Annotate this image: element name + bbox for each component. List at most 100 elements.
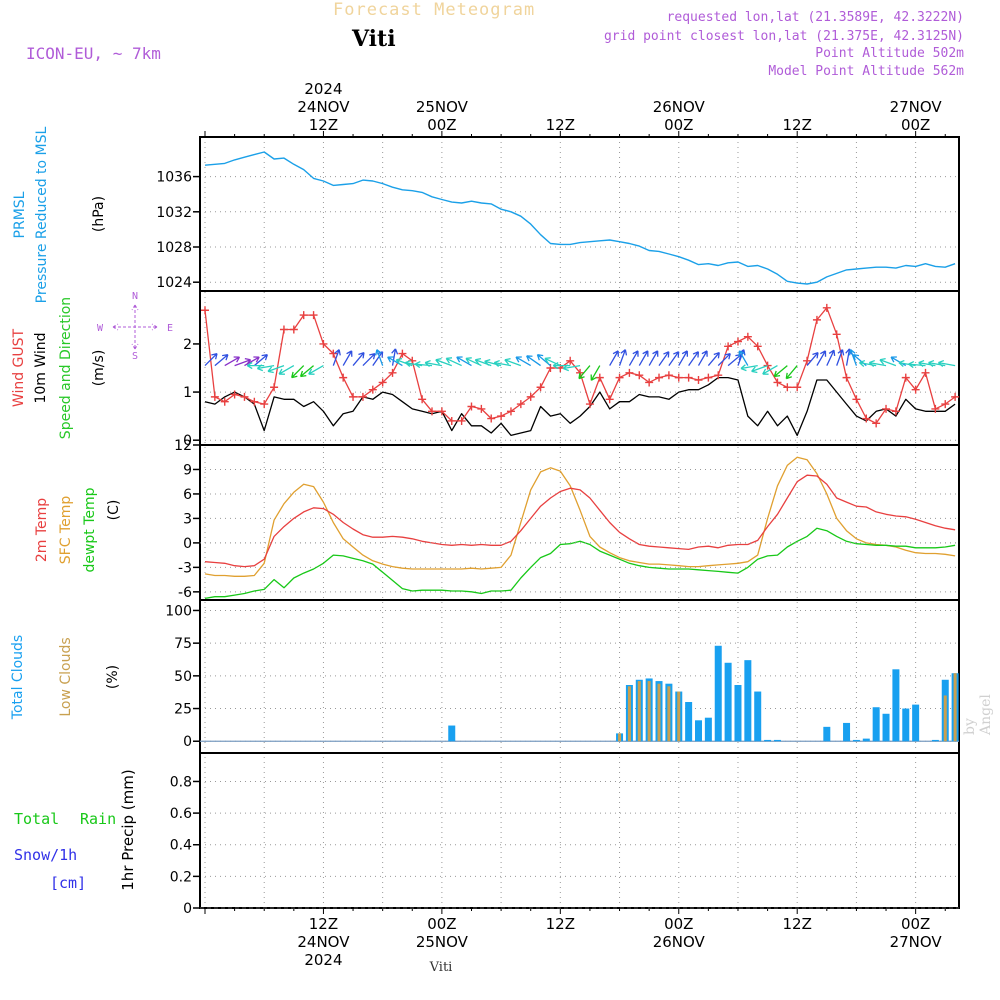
precip-ytick-label: 0.6 — [170, 806, 192, 822]
grid-point-coordinates: grid point closest lon,lat (21.375E, 42.… — [603, 29, 964, 44]
clouds-ytick-label: 50 — [174, 669, 192, 685]
temperature-ytick-label: 9 — [183, 462, 192, 478]
low-clouds-bar — [943, 695, 947, 742]
gust-marker — [743, 332, 752, 341]
top-time-label: 25NOV — [416, 98, 469, 116]
wind-direction-arrow — [868, 359, 887, 367]
wind-direction-arrow — [836, 349, 845, 366]
gust-marker — [605, 395, 614, 404]
top-time-label: 00Z — [901, 116, 930, 134]
wind-direction-arrow — [224, 356, 241, 367]
wind-ytick-label: 2 — [183, 337, 192, 353]
wind-direction-arrow — [908, 360, 926, 369]
gust-marker — [526, 392, 535, 401]
wind-direction-arrow — [484, 358, 502, 367]
gust-marker — [812, 315, 821, 324]
bottom-time-label: 00Z — [901, 915, 930, 933]
gust-marker — [822, 303, 831, 312]
temperature-panel-frame — [199, 444, 960, 601]
gust-marker — [951, 392, 960, 401]
gust-marker — [921, 368, 930, 377]
gust-marker — [941, 400, 950, 409]
gust-marker — [467, 402, 476, 411]
temperature-series-sfc-temp — [204, 456, 956, 577]
wind-direction-arrow — [590, 365, 601, 381]
wind-direction-arrow — [332, 349, 341, 366]
top-time-label: 24NOV — [297, 98, 350, 116]
wind-direction-arrow — [879, 358, 897, 367]
clouds-ytick-label: 75 — [174, 636, 192, 652]
precip-total-label: Total — [14, 810, 59, 828]
wind-direction-arrow — [937, 359, 956, 367]
wind-direction-arrow — [762, 365, 778, 375]
wind-direction-arrow — [618, 349, 628, 366]
top-time-label: 12Z — [783, 116, 812, 134]
gust-marker — [388, 368, 397, 377]
gust-marker — [694, 376, 703, 385]
total-clouds-bar — [931, 739, 939, 742]
bottom-time-label: 00Z — [427, 915, 456, 933]
wind-direction-arrow — [308, 365, 324, 375]
temp-dewpt-label: dewpt Temp — [82, 487, 98, 572]
wind-direction-arrow — [668, 351, 680, 366]
wind-direction-arrow — [375, 349, 384, 366]
bottom-time-label: 2024 — [304, 951, 342, 969]
precip-panel-frame — [199, 752, 960, 909]
pressure-label-description: Pressure Reduced to MSL — [34, 126, 50, 303]
wind-direction-arrow — [918, 359, 936, 367]
gust-marker — [201, 306, 209, 315]
gust-marker — [615, 373, 624, 382]
total-clouds-bar — [882, 713, 890, 742]
top-time-label: 26NOV — [653, 98, 706, 116]
gust-marker — [832, 330, 841, 339]
wind-direction-label: Speed and Direction — [58, 297, 74, 439]
wind-series-10m-wind — [204, 376, 956, 437]
gust-marker — [674, 373, 683, 382]
model-label: ICON-EU, ~ 7km — [26, 44, 161, 63]
total-clouds-bar — [448, 725, 456, 742]
gust-marker — [368, 385, 377, 394]
wind-direction-arrow — [578, 365, 591, 380]
wind-direction-arrow — [826, 349, 836, 366]
wind-direction-arrow — [267, 364, 285, 374]
gust-marker — [684, 373, 693, 382]
wind-ytick-label: 0 — [183, 433, 192, 449]
wind-direction-arrow — [562, 364, 581, 372]
gust-marker — [506, 407, 515, 416]
wind-direction-arrow — [738, 350, 749, 366]
wind-gust-label: Wind GUST — [11, 328, 27, 407]
low-clouds-bar — [647, 681, 651, 742]
wind-direction-arrow — [785, 365, 798, 380]
bottom-time-label: 12Z — [546, 915, 575, 933]
gust-marker — [536, 383, 545, 392]
wind-direction-arrow — [253, 354, 268, 367]
wind-direction-arrow — [526, 355, 541, 367]
low-clouds-bar — [618, 733, 622, 742]
gust-marker — [891, 407, 900, 416]
gust-marker — [931, 404, 940, 413]
wind-direction-arrow — [204, 352, 218, 367]
wind-direction-arrow — [493, 359, 512, 367]
wind-direction-arrow — [638, 350, 649, 366]
gust-marker — [240, 392, 249, 401]
wind-direction-arrow — [504, 358, 522, 367]
gust-marker — [783, 383, 792, 392]
top-time-label: 12Z — [309, 116, 338, 134]
precip-snow-label: Snow/1h — [14, 846, 77, 864]
wind-direction-arrow — [456, 356, 472, 367]
precip-ytick-label: 0.2 — [170, 869, 192, 885]
gust-marker — [793, 383, 802, 392]
gust-marker — [299, 311, 308, 320]
wind-unit-label: (m/s) — [91, 350, 107, 387]
total-clouds-bar — [764, 739, 772, 742]
gust-marker — [714, 371, 723, 380]
compass-rose-icon — [112, 304, 158, 350]
top-time-label: 00Z — [664, 116, 693, 134]
footer-station-label: Viti — [429, 960, 453, 975]
point-altitude: Point Altitude 502m — [815, 46, 964, 61]
gust-marker — [289, 325, 298, 334]
gust-marker — [773, 378, 782, 387]
low-clouds-bar — [953, 673, 957, 742]
wind-direction-arrow — [414, 360, 433, 369]
gust-marker — [230, 390, 239, 399]
